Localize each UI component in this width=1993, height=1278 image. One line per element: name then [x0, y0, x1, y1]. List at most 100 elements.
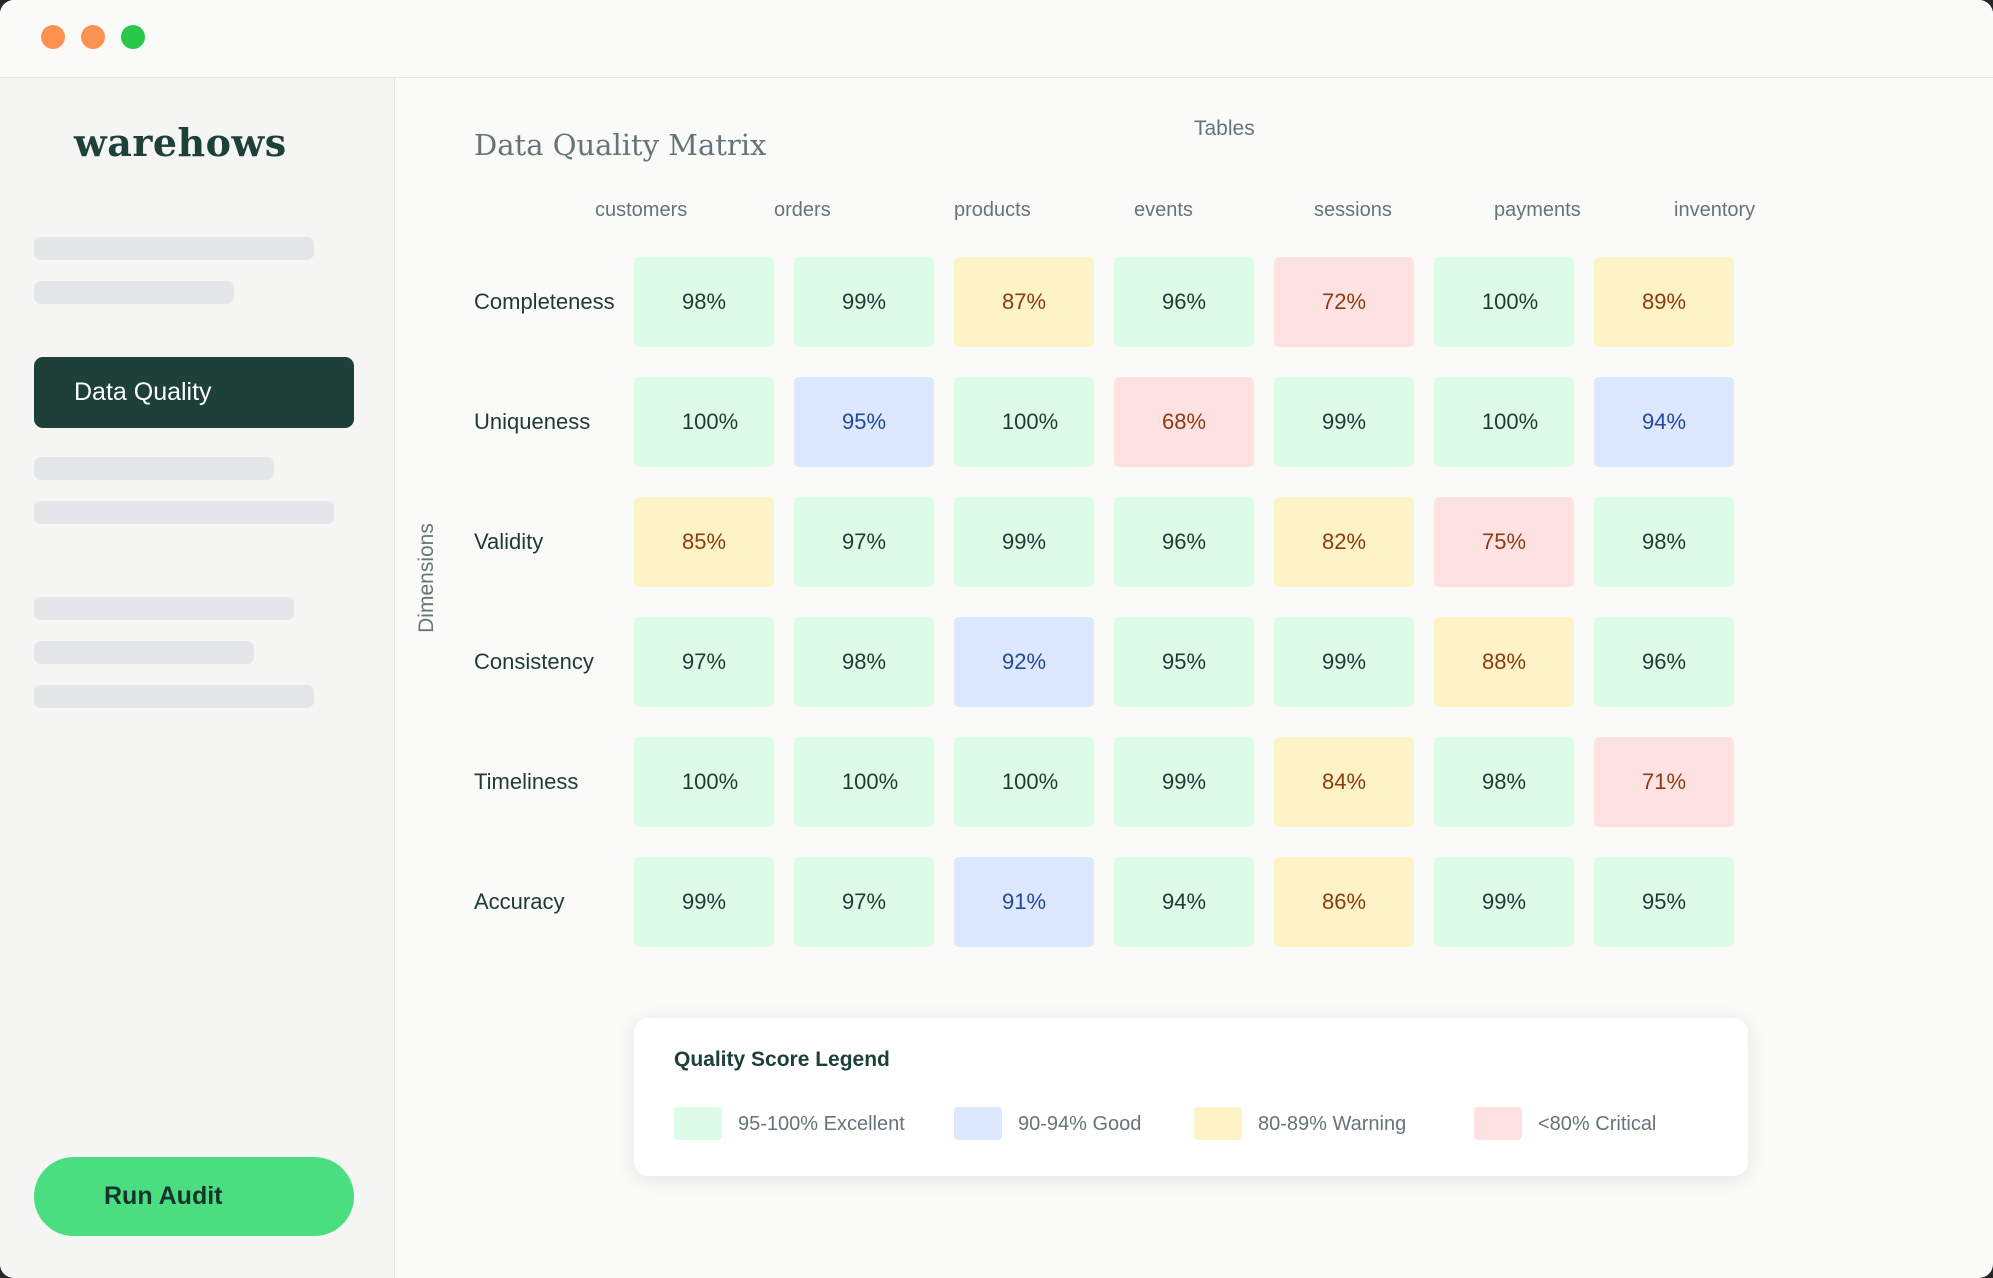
matrix-cell[interactable]: 100%: [1434, 257, 1574, 347]
matrix-cell-value: 99%: [681, 889, 727, 914]
legend-title: Quality Score Legend: [674, 1048, 890, 1071]
matrix-cell-value: 100%: [1001, 409, 1059, 434]
column-header: products: [954, 199, 1031, 221]
minimize-window-button[interactable]: [81, 25, 105, 49]
matrix-cell[interactable]: 84%: [1274, 737, 1414, 827]
matrix-cell-value: 95%: [1641, 889, 1687, 914]
legend-label: 95-100% Excellent: [738, 1113, 905, 1135]
matrix-cell[interactable]: 100%: [954, 377, 1094, 467]
sidebar-placeholder-item: [34, 597, 294, 620]
matrix-cell-value: 72%: [1321, 289, 1367, 314]
matrix-cell-value: 100%: [841, 769, 899, 794]
matrix-cell-value: 89%: [1641, 289, 1687, 314]
sidebar-placeholder-item: [34, 457, 274, 480]
matrix-cell[interactable]: 98%: [1434, 737, 1574, 827]
matrix-cell[interactable]: 100%: [634, 737, 774, 827]
matrix-cell[interactable]: 72%: [1274, 257, 1414, 347]
matrix-cell-value: 100%: [681, 409, 739, 434]
matrix-cell[interactable]: 96%: [1594, 617, 1734, 707]
quality-legend: Quality Score Legend 95-100% Excellent 9…: [634, 1018, 1748, 1176]
matrix-cell[interactable]: 86%: [1274, 857, 1414, 947]
main-content: Data Quality Matrix Tables Dimensions cu…: [395, 78, 1993, 1278]
legend-swatch: [954, 1107, 1002, 1140]
matrix-cell-value: 100%: [1481, 289, 1539, 314]
matrix-cell[interactable]: 99%: [954, 497, 1094, 587]
matrix-cell-value: 85%: [681, 529, 727, 554]
matrix-cell-value: 99%: [1161, 769, 1207, 794]
page-title: Data Quality Matrix: [474, 128, 767, 162]
legend-label: 80-89% Warning: [1258, 1113, 1407, 1135]
matrix-cell-value: 84%: [1321, 769, 1367, 794]
column-header: customers: [595, 199, 688, 221]
matrix-cell[interactable]: 100%: [794, 737, 934, 827]
matrix-cell[interactable]: 99%: [1434, 857, 1574, 947]
sidebar-placeholder-item: [34, 237, 314, 260]
matrix-cell-value: 95%: [1161, 649, 1207, 674]
matrix-cell-value: 82%: [1321, 529, 1367, 554]
matrix-cell[interactable]: 94%: [1114, 857, 1254, 947]
matrix-cell-value: 98%: [681, 289, 727, 314]
row-header: Timeliness: [474, 769, 579, 794]
sidebar-placeholder-item: [34, 501, 334, 524]
row-header: Accuracy: [474, 889, 565, 914]
matrix-cell[interactable]: 94%: [1594, 377, 1734, 467]
matrix-cell[interactable]: 99%: [634, 857, 774, 947]
matrix-cell[interactable]: 88%: [1434, 617, 1574, 707]
matrix-cell-value: 100%: [1481, 409, 1539, 434]
sidebar-placeholder-item: [34, 685, 314, 708]
matrix-cell-value: 91%: [1001, 889, 1047, 914]
matrix-cell[interactable]: 97%: [794, 497, 934, 587]
matrix-cell[interactable]: 99%: [1114, 737, 1254, 827]
legend-swatch: [674, 1107, 722, 1140]
matrix-cell[interactable]: 95%: [1594, 857, 1734, 947]
close-window-button[interactable]: [41, 25, 65, 49]
matrix-cell-value: 99%: [841, 289, 887, 314]
matrix-cell[interactable]: 98%: [794, 617, 934, 707]
run-audit-button[interactable]: Run Audit: [34, 1157, 354, 1236]
matrix-cell[interactable]: 99%: [1274, 377, 1414, 467]
matrix-cell[interactable]: 82%: [1274, 497, 1414, 587]
matrix-cell-value: 94%: [1641, 409, 1687, 434]
matrix-cell[interactable]: 89%: [1594, 257, 1734, 347]
matrix-cell[interactable]: 95%: [1114, 617, 1254, 707]
matrix-cell-value: 96%: [1641, 649, 1687, 674]
matrix-cell[interactable]: 98%: [1594, 497, 1734, 587]
matrix-cell[interactable]: 96%: [1114, 257, 1254, 347]
matrix-cell[interactable]: 97%: [634, 617, 774, 707]
matrix-cell[interactable]: 100%: [634, 377, 774, 467]
matrix-cell-value: 92%: [1001, 649, 1047, 674]
matrix-cell-value: 99%: [1321, 649, 1367, 674]
matrix-cell[interactable]: 85%: [634, 497, 774, 587]
sidebar-item-data-quality[interactable]: Data Quality: [34, 357, 354, 428]
matrix-cell-value: 94%: [1161, 889, 1207, 914]
maximize-window-button[interactable]: [121, 25, 145, 49]
matrix-cell[interactable]: 87%: [954, 257, 1094, 347]
matrix-cell[interactable]: 99%: [1274, 617, 1414, 707]
matrix-cell[interactable]: 100%: [954, 737, 1094, 827]
matrix-cell-value: 98%: [841, 649, 887, 674]
matrix-cell-value: 97%: [681, 649, 727, 674]
matrix-cell-value: 97%: [841, 529, 887, 554]
matrix-cell[interactable]: 100%: [1434, 377, 1574, 467]
matrix-cell[interactable]: 97%: [794, 857, 934, 947]
column-header: sessions: [1314, 199, 1392, 221]
matrix-cell-value: 99%: [1001, 529, 1047, 554]
matrix-cell-value: 75%: [1481, 529, 1527, 554]
matrix-cell[interactable]: 98%: [634, 257, 774, 347]
column-header: inventory: [1674, 199, 1756, 221]
legend-swatch: [1474, 1107, 1522, 1140]
matrix-cell[interactable]: 75%: [1434, 497, 1574, 587]
matrix-cell[interactable]: 71%: [1594, 737, 1734, 827]
matrix-cell[interactable]: 99%: [794, 257, 934, 347]
legend-label: <80% Critical: [1538, 1113, 1657, 1135]
legend-label: 90-94% Good: [1018, 1113, 1142, 1135]
matrix-cell-value: 71%: [1641, 769, 1687, 794]
row-header: Validity: [474, 529, 544, 554]
matrix-cell[interactable]: 96%: [1114, 497, 1254, 587]
matrix-cell[interactable]: 68%: [1114, 377, 1254, 467]
matrix-cell[interactable]: 92%: [954, 617, 1094, 707]
matrix-cell[interactable]: 95%: [794, 377, 934, 467]
sidebar-placeholder-item: [34, 281, 234, 304]
matrix-cell[interactable]: 91%: [954, 857, 1094, 947]
